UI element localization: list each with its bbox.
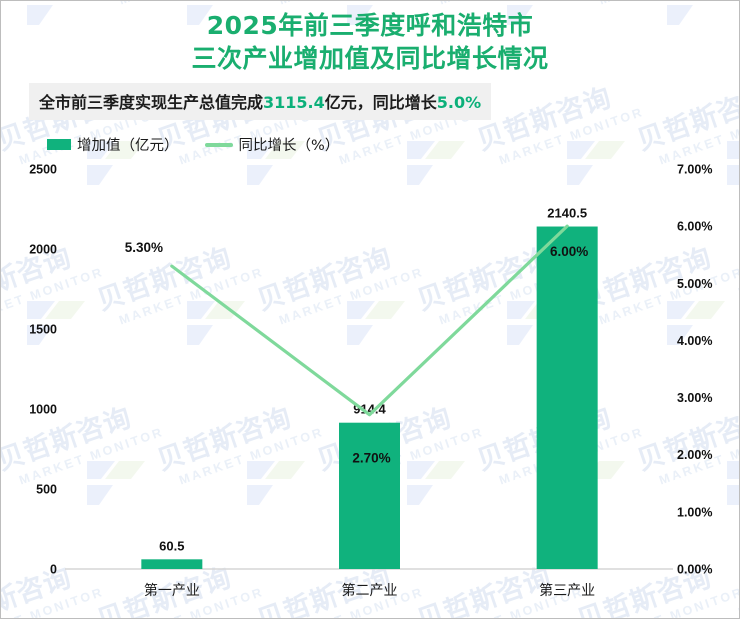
y-axis-tick-right: 7.00% [677,163,712,177]
page-title: 2025年前三季度呼和浩特市 三次产业增加值及同比增长情况 [1,1,739,75]
y-axis-tick-left: 1500 [29,323,57,337]
y-axis-tick-right: 5.00% [677,277,712,291]
summary-growth-value: 5.0% [436,93,482,112]
summary-total-value: 3115.4 [263,93,325,112]
chart-svg: 0 500 1000 1500 2000 2500 0.00% 1.00% 2.00% 3.00%… [29,163,712,600]
y-axis-tick-right: 1.00% [677,505,712,519]
x-axis-category-label: 第三产业 [539,582,595,599]
y-axis-tick-left: 500 [36,483,57,497]
x-axis-category-label: 第一产业 [144,582,200,599]
x-axis-category-label: 第二产业 [342,582,398,599]
legend-item-line[interactable]: 同比增长（%） [204,134,340,155]
y-axis-tick-left: 2000 [29,243,57,257]
y-axis-tick-right: 6.00% [677,220,712,234]
bar-value-label: 2140.5 [547,206,587,221]
growth-point-label: 6.00% [550,244,588,259]
y-axis-tick-right: 4.00% [677,334,712,348]
bar-1[interactable] [141,559,203,569]
title-line-1: 2025年前三季度呼和浩特市 [206,11,534,40]
chart-header: 2025年前三季度呼和浩特市 三次产业增加值及同比增长情况 全市前三季度实现生产… [1,1,739,155]
summary-prefix: 全市前三季度实现生产总值完成 [39,93,264,112]
bar-value-label: 60.5 [159,538,184,553]
legend-line-swatch-icon [204,142,233,147]
chart-legend: 增加值（亿元） 同比增长（%） [47,134,739,155]
growth-point-label: 5.30% [125,240,163,255]
legend-line-label: 同比增长（%） [238,138,340,154]
y-axis-tick-left: 1000 [29,403,57,417]
summary-banner: 全市前三季度实现生产总值完成3115.4亿元，同比增长5.0% [29,83,492,120]
bar-3[interactable] [536,226,598,569]
legend-bar-label: 增加值（亿元） [77,138,179,154]
legend-item-bar[interactable]: 增加值（亿元） [47,134,179,155]
y-axis-tick-left: 2500 [29,163,57,177]
growth-point-label: 2.70% [352,451,390,466]
y-axis-tick-right: 0.00% [677,563,712,577]
chart-plot-area: 0 500 1000 1500 2000 2500 0.00% 1.00% 2.00% 3.00%… [1,161,739,618]
y-axis-tick-right: 3.00% [677,391,712,405]
y-axis-tick-left: 0 [50,563,57,577]
y-axis-tick-right: 2.00% [677,448,712,462]
bar-2[interactable] [339,422,400,569]
summary-middle: 亿元，同比增长 [324,93,437,112]
title-line-2: 三次产业增加值及同比增长情况 [191,43,549,73]
legend-bar-swatch-icon [47,139,71,150]
growth-line-series[interactable] [170,224,569,417]
